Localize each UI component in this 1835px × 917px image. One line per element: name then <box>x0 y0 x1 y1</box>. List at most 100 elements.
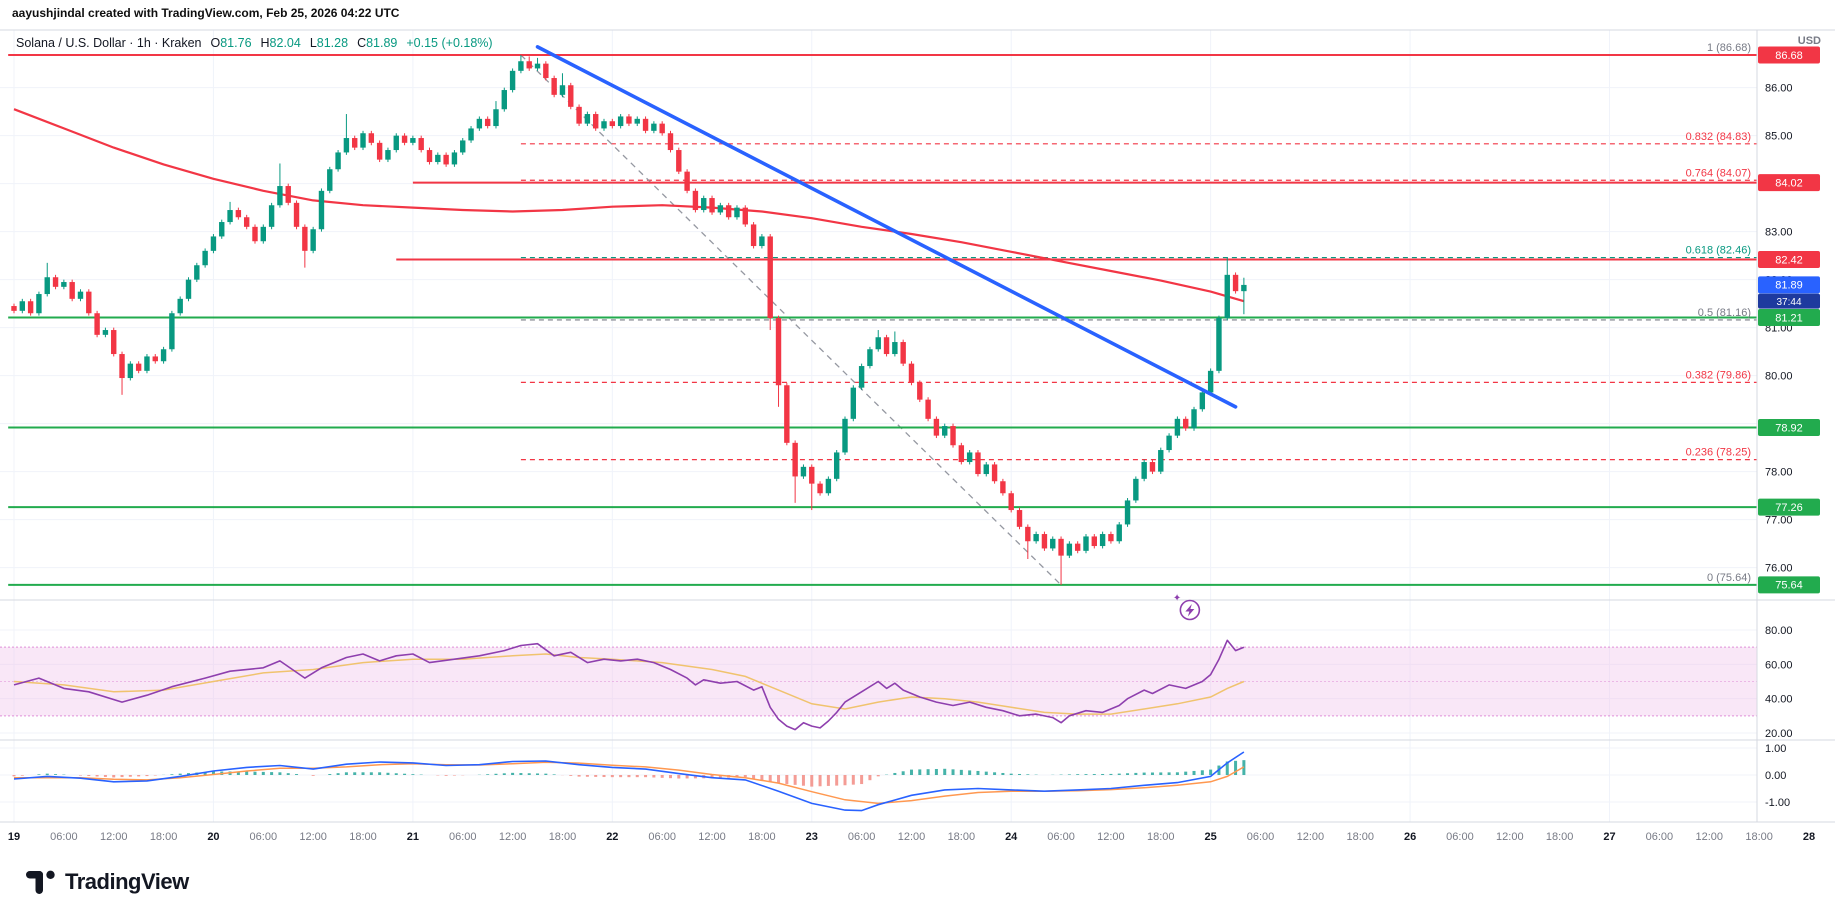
svg-text:18:00: 18:00 <box>948 831 976 843</box>
moving-average-red <box>13 108 1245 303</box>
svg-text:80.00: 80.00 <box>1765 371 1793 383</box>
svg-text:78.92: 78.92 <box>1775 422 1803 434</box>
close-value: 81.89 <box>366 36 398 50</box>
svg-text:18:00: 18:00 <box>748 831 776 843</box>
svg-text:77.00: 77.00 <box>1765 515 1793 527</box>
svg-text:06:00: 06:00 <box>1047 831 1075 843</box>
svg-text:18:00: 18:00 <box>549 831 577 843</box>
svg-text:-1.00: -1.00 <box>1765 797 1790 809</box>
svg-text:0 (75.64): 0 (75.64) <box>1707 572 1751 584</box>
attribution: aayushjindal created with TradingView.co… <box>12 6 400 20</box>
candles-layer <box>11 55 1247 585</box>
open-value: 81.76 <box>220 36 252 50</box>
svg-text:06:00: 06:00 <box>449 831 477 843</box>
svg-text:12:00: 12:00 <box>1695 831 1723 843</box>
tradingview-logo-text: TradingView <box>65 869 189 894</box>
svg-text:12:00: 12:00 <box>299 831 327 843</box>
trendline-blue <box>535 45 1238 409</box>
svg-text:25: 25 <box>1205 831 1217 843</box>
svg-text:12:00: 12:00 <box>698 831 726 843</box>
svg-text:06:00: 06:00 <box>250 831 278 843</box>
svg-text:12:00: 12:00 <box>100 831 128 843</box>
svg-text:20.00: 20.00 <box>1765 728 1793 740</box>
time-axis[interactable]: 19 06:00 12:00 18:00 20 06:00 12:00 18:00 21 06:0… <box>8 831 1815 843</box>
svg-text:60.00: 60.00 <box>1765 659 1793 671</box>
open-label: O <box>210 36 221 50</box>
svg-text:75.64: 75.64 <box>1775 580 1803 592</box>
svg-text:12:00: 12:00 <box>898 831 926 843</box>
svg-text:40.00: 40.00 <box>1765 694 1793 706</box>
svg-text:0.00: 0.00 <box>1765 770 1786 782</box>
svg-text:24: 24 <box>1005 831 1018 843</box>
fib-labels: 1 (86.68) 0.832 (84.83) 0.764 (84.07) 0.618… <box>1686 42 1751 584</box>
low-value: 81.28 <box>316 36 349 50</box>
price-badges: 86.68 84.02 82.42 81.89 37:44 81.21 78.92 77.26… <box>1758 46 1820 594</box>
svg-text:1 (86.68): 1 (86.68) <box>1707 42 1751 54</box>
fib-levels <box>520 143 1757 461</box>
svg-text:83.00: 83.00 <box>1765 227 1793 239</box>
close-label: C <box>357 36 367 50</box>
macd-line <box>13 751 1245 812</box>
svg-text:20: 20 <box>207 831 219 843</box>
svg-text:27: 27 <box>1603 831 1615 843</box>
svg-text:18:00: 18:00 <box>1546 831 1574 843</box>
price-change: +0.15 (+0.18%) <box>406 36 493 50</box>
svg-text:19: 19 <box>8 831 20 843</box>
grid-layer <box>0 30 1757 822</box>
rsi-ma-line <box>13 653 1245 715</box>
svg-text:77.26: 77.26 <box>1775 502 1803 514</box>
high-value: 82.04 <box>269 36 301 50</box>
svg-text:1.00: 1.00 <box>1765 743 1786 755</box>
svg-text:80.00: 80.00 <box>1765 625 1793 637</box>
svg-text:USD: USD <box>1798 35 1821 47</box>
svg-text:18:00: 18:00 <box>1147 831 1175 843</box>
svg-text:0.618 (82.46): 0.618 (82.46) <box>1686 245 1751 257</box>
symbol-header[interactable]: Solana / U.S. Dollar · 1h · Kraken O81.76… <box>16 36 493 50</box>
fib-trend-dashed-line <box>520 54 1062 586</box>
svg-text:81.21: 81.21 <box>1775 312 1803 324</box>
svg-text:82.42: 82.42 <box>1775 254 1803 266</box>
svg-text:23: 23 <box>806 831 818 843</box>
svg-text:78.00: 78.00 <box>1765 467 1793 479</box>
svg-text:✦: ✦ <box>1173 593 1181 604</box>
svg-text:12:00: 12:00 <box>499 831 527 843</box>
svg-text:18:00: 18:00 <box>1346 831 1374 843</box>
macd-histogram <box>12 760 1246 787</box>
low-label: L <box>309 36 317 50</box>
svg-text:26: 26 <box>1404 831 1416 843</box>
high-label: H <box>260 36 270 50</box>
svg-text:18:00: 18:00 <box>150 831 178 843</box>
svg-text:12:00: 12:00 <box>1297 831 1325 843</box>
tradingview-logo[interactable]: TradingView <box>26 868 189 896</box>
svg-text:12:00: 12:00 <box>1496 831 1524 843</box>
svg-text:85.00: 85.00 <box>1765 131 1793 143</box>
svg-text:84.02: 84.02 <box>1775 177 1803 189</box>
svg-text:06:00: 06:00 <box>1247 831 1275 843</box>
svg-text:06:00: 06:00 <box>848 831 876 843</box>
svg-text:06:00: 06:00 <box>1646 831 1674 843</box>
svg-text:81.89: 81.89 <box>1775 280 1803 292</box>
svg-text:0.382 (79.86): 0.382 (79.86) <box>1686 369 1751 381</box>
svg-text:0.832 (84.83): 0.832 (84.83) <box>1686 131 1751 143</box>
flash-icon[interactable]: ✦ <box>1173 593 1201 621</box>
svg-text:28: 28 <box>1803 831 1815 843</box>
pane-separators <box>0 29 1835 823</box>
symbol-title: Solana / U.S. Dollar · 1h · Kraken <box>16 36 202 50</box>
svg-text:86.68: 86.68 <box>1775 50 1803 62</box>
svg-text:0.5 (81.16): 0.5 (81.16) <box>1698 307 1751 319</box>
svg-text:06:00: 06:00 <box>50 831 78 843</box>
svg-text:37:44: 37:44 <box>1776 297 1801 308</box>
svg-text:76.00: 76.00 <box>1765 563 1793 575</box>
svg-text:21: 21 <box>407 831 419 843</box>
svg-text:06:00: 06:00 <box>648 831 676 843</box>
svg-text:06:00: 06:00 <box>1446 831 1474 843</box>
horizontal-lines <box>8 54 1757 586</box>
svg-text:18:00: 18:00 <box>349 831 377 843</box>
tradingview-logo-icon <box>26 870 55 894</box>
svg-text:86.00: 86.00 <box>1765 83 1793 95</box>
svg-text:22: 22 <box>606 831 618 843</box>
svg-text:18:00: 18:00 <box>1745 831 1773 843</box>
svg-text:0.764 (84.07): 0.764 (84.07) <box>1686 167 1751 179</box>
svg-text:0.236 (78.25): 0.236 (78.25) <box>1686 447 1751 459</box>
